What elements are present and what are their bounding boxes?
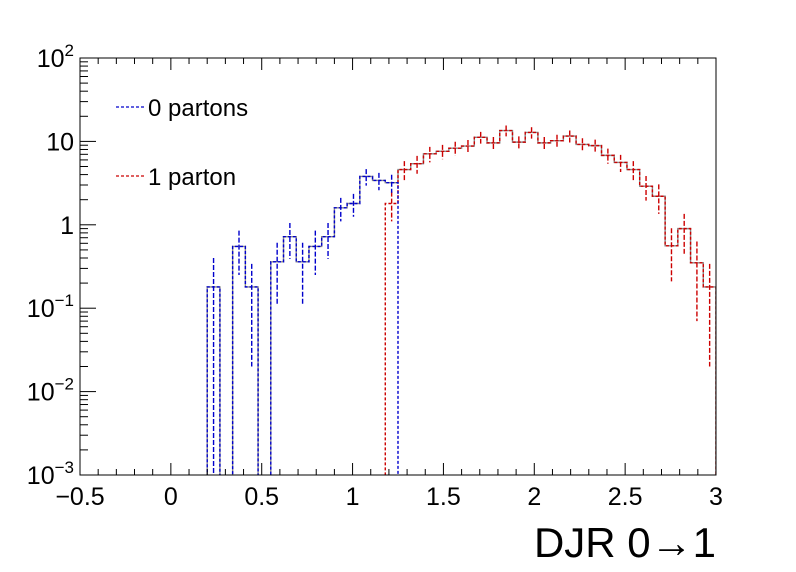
y-tick-label: 1 <box>60 212 74 240</box>
hist-bar-1-parton <box>384 129 716 475</box>
y-tick-label: 10−3 <box>27 458 74 490</box>
series-layer <box>206 125 716 475</box>
plot-frame <box>79 57 717 476</box>
legend-label-0-partons: 0 partons <box>148 95 248 122</box>
y-tick-label: 102 <box>37 41 74 73</box>
axis-layer: −0.5 0 0.5 1 1.5 2 2.5 3 10−3 10−2 10−1 1 10 102 <box>27 41 723 511</box>
x-tick-label: 2.5 <box>608 483 643 511</box>
y-tick-label: 10−2 <box>27 375 74 407</box>
y-tick-label: 10−1 <box>27 291 74 323</box>
y-tick-label: 10 <box>46 128 74 156</box>
legend: 0 partons 1 parton <box>116 95 248 191</box>
x-tick-label: 1.5 <box>426 483 461 511</box>
legend-label-1-parton: 1 parton <box>148 164 236 191</box>
x-axis-title: DJR 0→1 <box>534 519 716 566</box>
x-tick-label: 0.5 <box>244 483 279 511</box>
hist-bar-0-partons <box>206 175 399 475</box>
x-tick-label: 2 <box>527 483 541 511</box>
x-tick-label: 3 <box>709 483 723 511</box>
x-tick-label: 1 <box>346 483 360 511</box>
x-tick-label: −0.5 <box>55 483 104 511</box>
x-tick-label: 0 <box>164 483 178 511</box>
